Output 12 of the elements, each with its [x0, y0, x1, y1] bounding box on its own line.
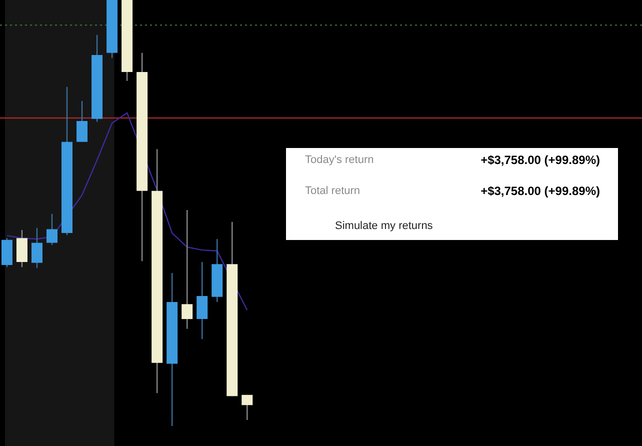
text: +$3,758.00 (+99.89%)	[480, 153, 600, 167]
candlestick	[182, 209, 193, 330]
candlestick	[196, 261, 208, 340]
candlestick	[76, 100, 88, 142]
text: Total return	[305, 185, 360, 197]
candlestick	[46, 213, 58, 246]
text: Today's return	[305, 154, 374, 166]
candlestick	[31, 227, 42, 269]
text: +$3,758.00 (+99.89%)	[480, 184, 600, 198]
text: Simulate my returns	[335, 220, 434, 232]
candlestick	[16, 229, 28, 268]
candlestick	[242, 394, 253, 421]
